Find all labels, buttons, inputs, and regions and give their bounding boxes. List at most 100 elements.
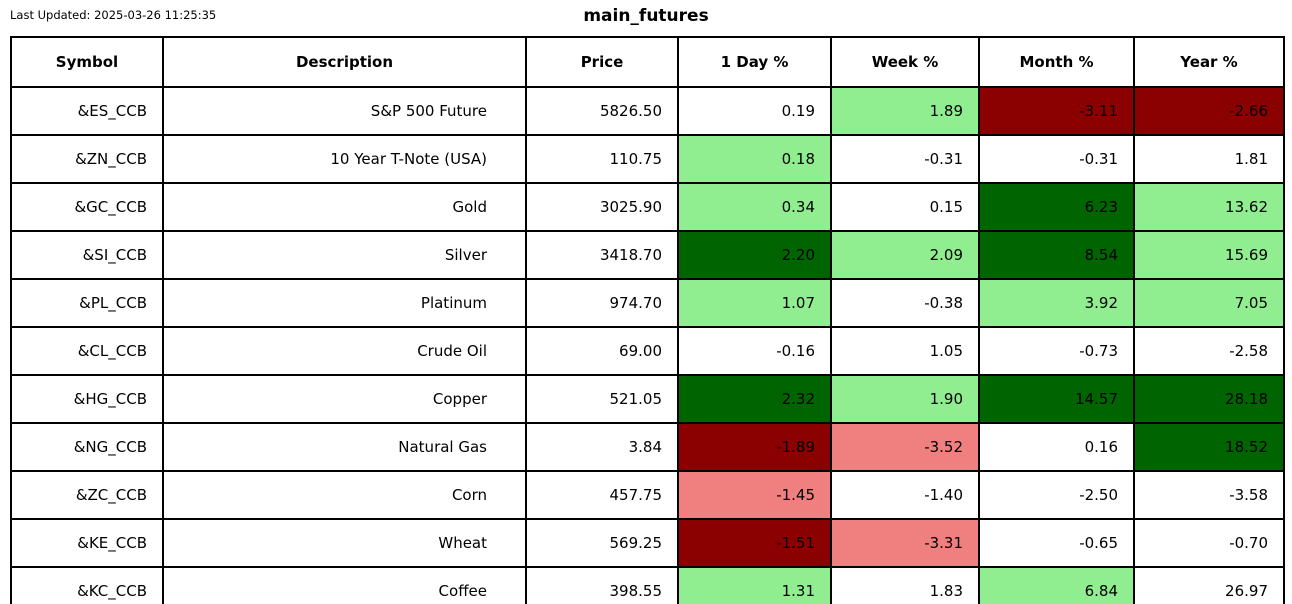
last-updated-text: Last Updated: 2025-03-26 11:25:35	[10, 8, 217, 22]
symbol-cell: &GC_CCB	[10, 182, 164, 232]
price-cell: 569.25	[525, 518, 679, 568]
change-cell: 0.34	[677, 182, 832, 232]
symbol-cell: &ES_CCB	[10, 86, 164, 136]
table-row: &KE_CCB Wheat 569.25 -1.51 -3.31 -0.65 -0.70	[10, 518, 1285, 568]
topbar: Last Updated: 2025-03-26 11:25:35 main_f…	[0, 4, 1292, 34]
description-cell: Silver	[162, 230, 527, 280]
table-row: &PL_CCB Platinum 974.70 1.07 -0.38 3.92 7.05	[10, 278, 1285, 328]
change-cell: 7.05	[1133, 278, 1285, 328]
symbol-cell: &SI_CCB	[10, 230, 164, 280]
description-cell: S&P 500 Future	[162, 86, 527, 136]
change-cell: 0.18	[677, 134, 832, 184]
column-header-price: Price	[525, 36, 679, 88]
change-cell: -0.31	[830, 134, 980, 184]
column-header-symbol: Symbol	[10, 36, 164, 88]
price-cell: 398.55	[525, 566, 679, 604]
change-cell: 6.84	[978, 566, 1135, 604]
change-cell: 6.23	[978, 182, 1135, 232]
futures-table: Symbol Description Price 1 Day % Week % Month…	[10, 36, 1285, 604]
change-cell: -1.40	[830, 470, 980, 520]
price-cell: 974.70	[525, 278, 679, 328]
description-cell: Natural Gas	[162, 422, 527, 472]
change-cell: 8.54	[978, 230, 1135, 280]
symbol-cell: &ZN_CCB	[10, 134, 164, 184]
change-cell: -2.58	[1133, 326, 1285, 376]
table-row: &GC_CCB Gold 3025.90 0.34 0.15 6.23 13.62	[10, 182, 1285, 232]
price-cell: 3.84	[525, 422, 679, 472]
change-cell: 1.31	[677, 566, 832, 604]
column-header-week: Week %	[830, 36, 980, 88]
change-cell: -3.58	[1133, 470, 1285, 520]
change-cell: 2.20	[677, 230, 832, 280]
price-cell: 457.75	[525, 470, 679, 520]
change-cell: 14.57	[978, 374, 1135, 424]
description-cell: Corn	[162, 470, 527, 520]
change-cell: 15.69	[1133, 230, 1285, 280]
change-cell: 1.07	[677, 278, 832, 328]
description-cell: Platinum	[162, 278, 527, 328]
column-header-month: Month %	[978, 36, 1135, 88]
symbol-cell: &KC_CCB	[10, 566, 164, 604]
change-cell: -2.50	[978, 470, 1135, 520]
table-header-row: Symbol Description Price 1 Day % Week % Month…	[10, 36, 1285, 88]
description-cell: Wheat	[162, 518, 527, 568]
change-cell: 26.97	[1133, 566, 1285, 604]
column-header-1-day: 1 Day %	[677, 36, 832, 88]
change-cell: -0.65	[978, 518, 1135, 568]
change-cell: -0.70	[1133, 518, 1285, 568]
description-cell: Gold	[162, 182, 527, 232]
price-cell: 3025.90	[525, 182, 679, 232]
change-cell: 0.19	[677, 86, 832, 136]
change-cell: -3.11	[978, 86, 1135, 136]
change-cell: -0.38	[830, 278, 980, 328]
change-cell: 18.52	[1133, 422, 1285, 472]
column-header-year: Year %	[1133, 36, 1285, 88]
change-cell: 13.62	[1133, 182, 1285, 232]
symbol-cell: &NG_CCB	[10, 422, 164, 472]
change-cell: 3.92	[978, 278, 1135, 328]
change-cell: 2.32	[677, 374, 832, 424]
table-row: &ES_CCB S&P 500 Future 5826.50 0.19 1.89 -3.1…	[10, 86, 1285, 136]
change-cell: -2.66	[1133, 86, 1285, 136]
change-cell: 1.83	[830, 566, 980, 604]
symbol-cell: &ZC_CCB	[10, 470, 164, 520]
table-row: &SI_CCB Silver 3418.70 2.20 2.09 8.54 15.69	[10, 230, 1285, 280]
symbol-cell: &PL_CCB	[10, 278, 164, 328]
change-cell: 1.89	[830, 86, 980, 136]
table-row: &HG_CCB Copper 521.05 2.32 1.90 14.57 28.18	[10, 374, 1285, 424]
change-cell: 1.05	[830, 326, 980, 376]
change-cell: 0.16	[978, 422, 1135, 472]
description-cell: Crude Oil	[162, 326, 527, 376]
symbol-cell: &CL_CCB	[10, 326, 164, 376]
table-row: &NG_CCB Natural Gas 3.84 -1.89 -3.52 0.16 18.5…	[10, 422, 1285, 472]
price-cell: 3418.70	[525, 230, 679, 280]
table-row: &CL_CCB Crude Oil 69.00 -0.16 1.05 -0.73 -2.58	[10, 326, 1285, 376]
description-cell: Coffee	[162, 566, 527, 604]
change-cell: -0.31	[978, 134, 1135, 184]
futures-table-body: &ES_CCB S&P 500 Future 5826.50 0.19 1.89 -3.1…	[10, 86, 1285, 604]
description-cell: Copper	[162, 374, 527, 424]
change-cell: 0.15	[830, 182, 980, 232]
change-cell: -1.51	[677, 518, 832, 568]
table-row: &ZN_CCB 10 Year T-Note (USA) 110.75 0.18 -0.…	[10, 134, 1285, 184]
change-cell: 2.09	[830, 230, 980, 280]
change-cell: -1.89	[677, 422, 832, 472]
change-cell: -0.16	[677, 326, 832, 376]
table-row: &ZC_CCB Corn 457.75 -1.45 -1.40 -2.50 -3.58	[10, 470, 1285, 520]
change-cell: -1.45	[677, 470, 832, 520]
table-row: &KC_CCB Coffee 398.55 1.31 1.83 6.84 26.97	[10, 566, 1285, 604]
change-cell: 28.18	[1133, 374, 1285, 424]
change-cell: 1.90	[830, 374, 980, 424]
change-cell: -3.31	[830, 518, 980, 568]
change-cell: -3.52	[830, 422, 980, 472]
change-cell: 1.81	[1133, 134, 1285, 184]
price-cell: 521.05	[525, 374, 679, 424]
price-cell: 110.75	[525, 134, 679, 184]
description-cell: 10 Year T-Note (USA)	[162, 134, 527, 184]
page-title: main_futures	[583, 6, 709, 26]
price-cell: 69.00	[525, 326, 679, 376]
price-cell: 5826.50	[525, 86, 679, 136]
symbol-cell: &HG_CCB	[10, 374, 164, 424]
symbol-cell: &KE_CCB	[10, 518, 164, 568]
